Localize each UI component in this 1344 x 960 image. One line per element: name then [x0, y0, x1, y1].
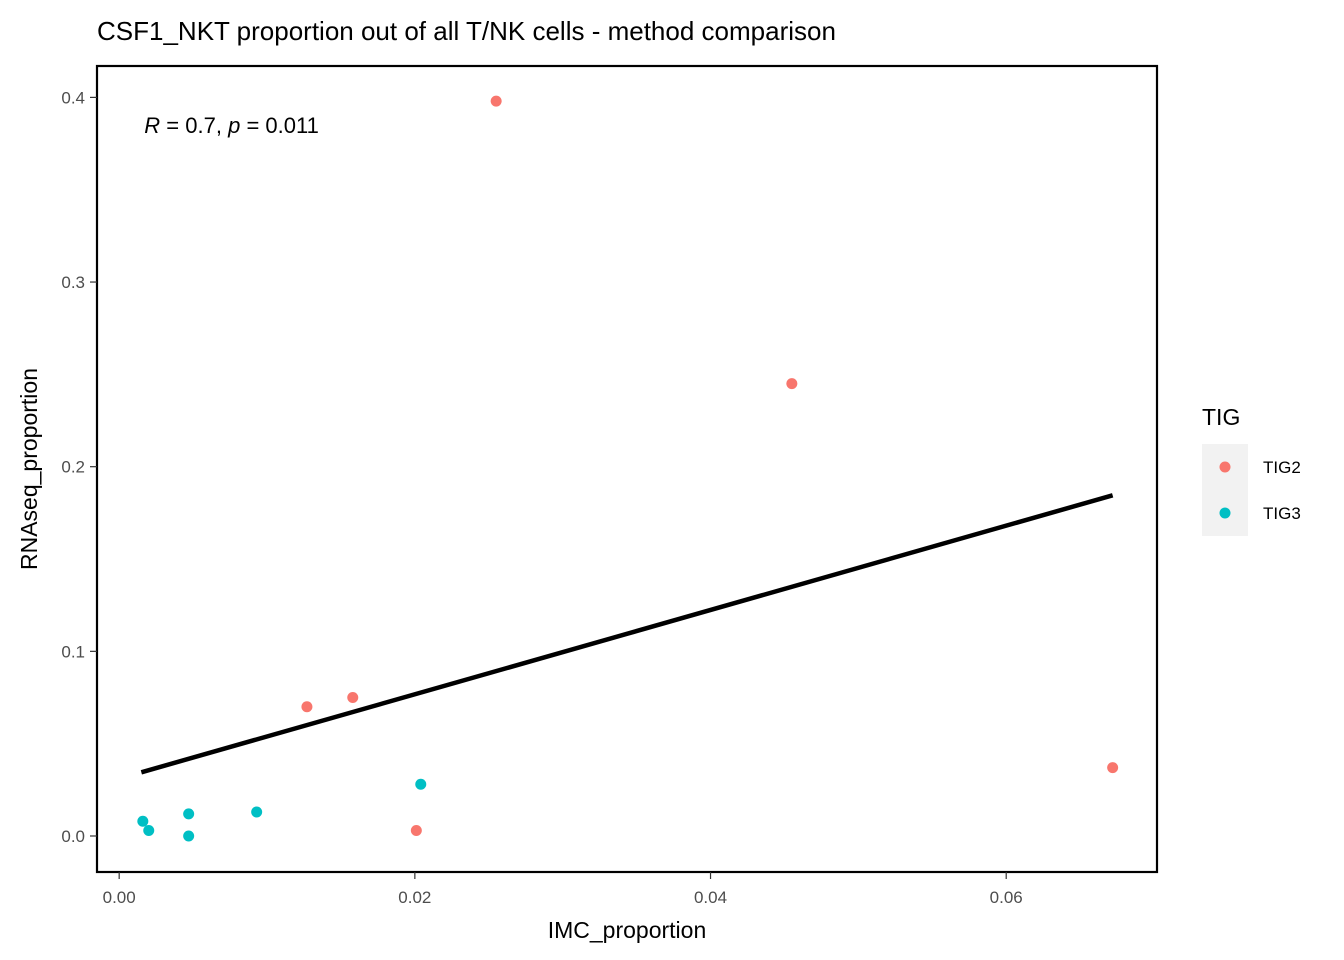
y-tick-label: 0.1: [61, 642, 85, 661]
r-symbol: R: [144, 113, 160, 138]
y-axis-title: RNAseq_proportion: [16, 368, 42, 570]
x-axis: 0.00 0.02 0.04 0.06: [103, 872, 1023, 907]
scatter-point-tig3: [251, 806, 263, 818]
scatter-point-tig2: [410, 824, 422, 836]
regression-line: [140, 493, 1114, 775]
scatter-point-tig2: [301, 701, 313, 713]
p-symbol: p: [227, 113, 240, 138]
scatter-point-tig3: [137, 815, 149, 827]
points-layer: [137, 95, 1119, 842]
legend-label-tig2: TIG2: [1263, 458, 1301, 477]
chart-title: CSF1_NKT proportion out of all T/NK cell…: [97, 16, 836, 46]
legend-items: TIG2 TIG3: [1219, 458, 1301, 523]
y-tick-label: 0.4: [61, 88, 85, 107]
scatter-point-tig2: [786, 378, 798, 390]
correlation-annotation: R = 0.7, p = 0.011: [144, 113, 319, 138]
legend-key-tig3: [1219, 507, 1231, 519]
r-value: = 0.7,: [160, 113, 228, 138]
y-axis: 0.0 0.1 0.2 0.3 0.4: [61, 88, 97, 846]
legend: TIG TIG2 TIG3: [1202, 404, 1301, 536]
scatter-point-tig3: [415, 778, 427, 790]
scatter-point-tig3: [143, 824, 155, 836]
regression-line-layer: [140, 493, 1114, 775]
scatter-point-tig3: [183, 830, 195, 842]
x-tick-label: 0.06: [990, 888, 1023, 907]
scatter-point-tig3: [183, 808, 195, 820]
scatter-point-tig2: [347, 692, 359, 704]
x-axis-title: IMC_proportion: [548, 917, 707, 943]
x-tick-label: 0.02: [398, 888, 431, 907]
legend-label-tig3: TIG3: [1263, 504, 1301, 523]
legend-title: TIG: [1202, 404, 1240, 430]
scatter-point-tig2: [1107, 762, 1119, 774]
legend-key-background: [1202, 444, 1248, 536]
plot-panel-border: [95, 64, 1159, 874]
y-tick-label: 0.3: [61, 273, 85, 292]
y-tick-label: 0.0: [61, 827, 85, 846]
p-value: = 0.011: [240, 113, 319, 138]
scatter-point-tig2: [490, 95, 502, 107]
x-tick-label: 0.00: [103, 888, 136, 907]
y-tick-label: 0.2: [61, 458, 85, 477]
x-tick-label: 0.04: [694, 888, 727, 907]
legend-key-tig2: [1219, 461, 1231, 473]
